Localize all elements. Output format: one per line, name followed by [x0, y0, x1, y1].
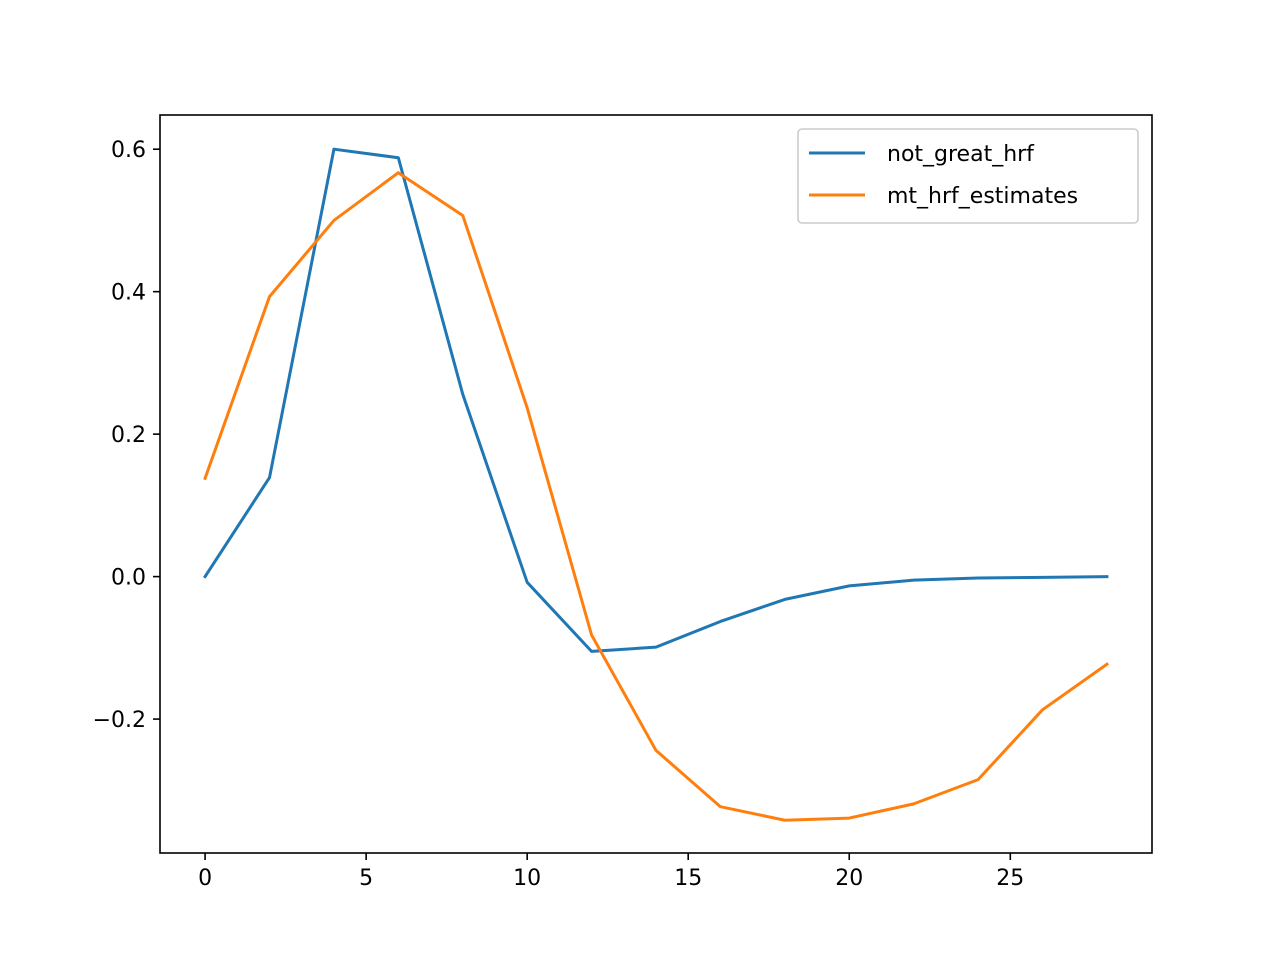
series-layer [203, 147, 1110, 822]
x-tick-label: 25 [996, 866, 1024, 891]
plot-area [160, 115, 1152, 853]
x-tick-label: 15 [674, 866, 702, 891]
x-axis: 0 5 10 15 20 25 [198, 853, 1024, 891]
y-tick-label: 0.6 [111, 138, 146, 163]
y-axis: −0.2 0.0 0.2 0.4 0.6 [93, 138, 160, 733]
legend-box [797, 128, 1139, 224]
series-line-mt-hrf-estimates [203, 171, 1110, 822]
legend-label: not_great_hrf [887, 142, 1035, 167]
legend: not_great_hrf mt_hrf_estimates [797, 128, 1139, 224]
y-tick-label: −0.2 [93, 708, 146, 733]
legend-label: mt_hrf_estimates [887, 184, 1078, 209]
x-tick-label: 10 [513, 866, 541, 891]
y-tick-label: 0.2 [111, 423, 146, 448]
series-line-not-great-hrf [203, 147, 1109, 653]
x-tick-label: 20 [835, 866, 863, 891]
plot-frame [159, 114, 1153, 854]
y-tick-label: 0.4 [111, 281, 146, 306]
x-tick-label: 0 [198, 866, 212, 891]
x-tick-label: 5 [359, 866, 373, 891]
y-tick-label: 0.0 [111, 566, 146, 591]
